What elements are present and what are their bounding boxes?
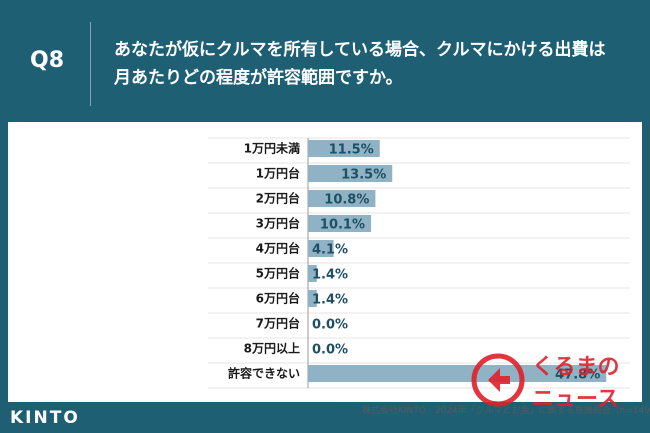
bar [308,240,334,257]
question-header: Q8 あなたが仮にクルマを所有している場合、クルマにかける出費は 月あたりどの程… [0,0,650,118]
value-label: 1.4% [312,268,348,283]
question-text: あなたが仮にクルマを所有している場合、クルマにかける出費は 月あたりどの程度が許… [114,36,634,92]
bar [308,190,376,207]
bar [308,140,380,157]
bar [308,215,372,232]
question-number: Q8 [30,48,65,73]
category-label: 1万円未満 [244,141,300,156]
value-label: 10.8% [324,193,369,208]
question-line-1: あなたが仮にクルマを所有している場合、クルマにかける出費は [114,40,606,60]
watermark-arrow-icon [488,368,510,392]
category-label: 4万円台 [256,241,300,256]
category-label: 8万円以上 [244,341,300,356]
chart-card: 1万円未満 11.5% 1万円台 13.5% 2万円台 10.8% 3万円台 10.1% 4万円… [8,122,642,402]
bar [308,290,317,307]
kinto-logo: KINTO [10,408,80,428]
watermark-text-1: くるまの [532,355,620,380]
value-label: 13.5% [341,168,386,183]
category-label: 許容できない [228,366,300,381]
footer: KINTO 株式会社KINTO 2024年「クルマとお金」に関する意識調査（n=… [0,402,650,433]
header-divider [90,22,91,106]
value-label: 4.1% [312,243,348,258]
value-label: 0.0% [312,343,348,358]
watermark-circle-icon [471,353,525,407]
value-label: 10.1% [320,218,365,233]
category-label: 3万円台 [256,216,300,231]
category-label: 2万円台 [256,191,300,206]
value-label: 0.0% [312,318,348,333]
category-label: 7万円台 [256,316,300,331]
question-line-2: 月あたりどの程度が許容範囲ですか。 [114,68,403,88]
category-label: 6万円台 [256,291,300,306]
category-label: 5万円台 [256,266,300,281]
category-label: 1万円台 [256,166,300,181]
bar-chart: 1万円未満 11.5% 1万円台 13.5% 2万円台 10.8% 3万円台 10.1% 4万円… [208,137,630,389]
bar [308,165,393,182]
watermark-text-2: ニュース [532,387,619,412]
kurumano-news-watermark: くるまの ニュース [471,353,620,412]
value-label: 47.8% [555,368,600,383]
value-label: 11.5% [329,143,374,158]
bar [308,265,317,282]
bar [308,365,607,382]
value-label: 1.4% [312,293,348,308]
source-note: 株式会社KINTO 2024年「クルマとお金」に関する意識調査（n=1491） [362,406,650,416]
